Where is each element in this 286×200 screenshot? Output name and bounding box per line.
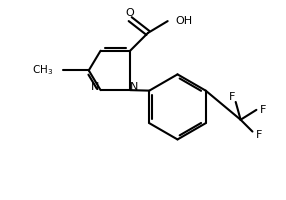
Text: F: F — [229, 92, 235, 102]
Text: CH$_3$: CH$_3$ — [32, 64, 53, 77]
Text: F: F — [260, 105, 267, 115]
Text: N: N — [130, 82, 138, 92]
Text: F: F — [256, 130, 263, 140]
Text: OH: OH — [176, 16, 193, 26]
Text: N: N — [90, 82, 99, 92]
Text: O: O — [126, 8, 134, 18]
